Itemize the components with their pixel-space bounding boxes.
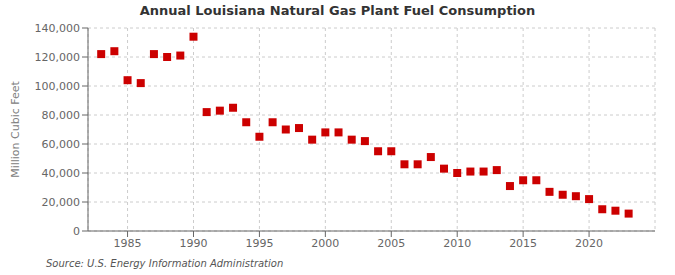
svg-text:1990: 1990 <box>179 237 207 250</box>
svg-text:60,000: 60,000 <box>42 138 81 151</box>
svg-text:1985: 1985 <box>114 237 142 250</box>
html-text:Source: U.S. Energy Informatio: Source: U.S. Energy Information Administ… <box>46 258 284 269</box>
svg-text:2015: 2015 <box>509 237 537 250</box>
svg-text:40,000: 40,000 <box>42 167 81 180</box>
svg-text:1995: 1995 <box>245 237 273 250</box>
svg-text:0: 0 <box>73 225 80 238</box>
svg-text:120,000: 120,000 <box>35 51 81 64</box>
svg-text:Million Cubic Feet: Million Cubic Feet <box>9 80 22 177</box>
svg-text:2000: 2000 <box>311 237 339 250</box>
svg-text:2010: 2010 <box>443 237 471 250</box>
svg-text:20,000: 20,000 <box>42 196 81 209</box>
svg-text:140,000: 140,000 <box>35 22 81 35</box>
svg-text:2005: 2005 <box>377 237 405 250</box>
svg-text:80,000: 80,000 <box>42 109 81 122</box>
html-text:Annual Louisiana Natural Gas P: Annual Louisiana Natural Gas Plant Fuel … <box>139 3 536 18</box>
svg-text:100,000: 100,000 <box>35 80 81 93</box>
svg-text:2020: 2020 <box>575 237 603 250</box>
